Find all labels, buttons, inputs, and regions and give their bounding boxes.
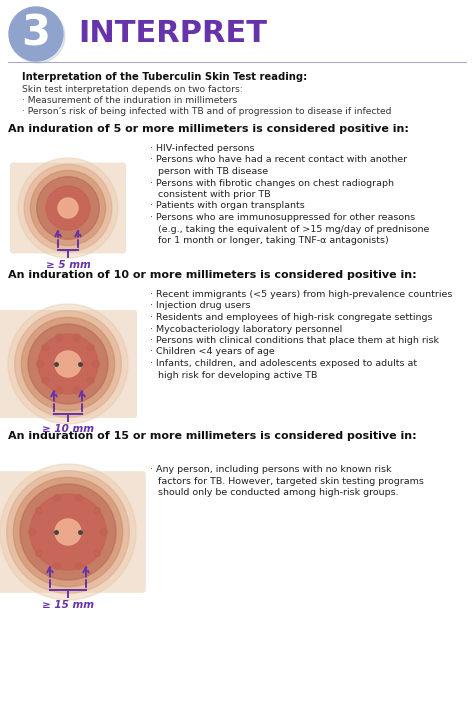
Text: · Recent immigrants (<5 years) from high-prevalence countries: · Recent immigrants (<5 years) from high… [150,290,452,299]
Text: 3: 3 [21,13,51,55]
Text: · Patients with organ transplants: · Patients with organ transplants [150,201,305,210]
Text: ≥ 5 mm: ≥ 5 mm [46,260,91,270]
Text: high risk for developing active TB: high risk for developing active TB [158,371,318,380]
Text: · Measurement of the induration in millimeters: · Measurement of the induration in milli… [22,96,237,105]
Circle shape [55,519,81,545]
Circle shape [21,317,115,411]
Circle shape [54,563,60,570]
Text: should only be conducted among high-risk groups.: should only be conducted among high-risk… [158,488,399,497]
Circle shape [76,563,82,570]
Circle shape [87,344,94,351]
Circle shape [7,471,129,593]
Circle shape [18,158,118,258]
Text: An induration of 10 or more millimeters is considered positive in:: An induration of 10 or more millimeters … [8,270,417,280]
Text: · Mycobacteriology laboratory personnel: · Mycobacteriology laboratory personnel [150,325,342,333]
Circle shape [55,351,81,377]
Text: · Persons who have had a recent contact with another: · Persons who have had a recent contact … [150,155,407,164]
Circle shape [36,508,42,515]
Circle shape [28,529,36,535]
Text: · Infants, children, and adolescents exposed to adults at: · Infants, children, and adolescents exp… [150,359,417,368]
FancyBboxPatch shape [0,471,146,593]
Text: · Person’s risk of being infected with TB and of progression to disease if infec: · Person’s risk of being infected with T… [22,107,392,116]
Text: · Residents and employees of high-risk congregate settings: · Residents and employees of high-risk c… [150,313,432,322]
Circle shape [0,464,136,600]
Text: Skin test interpretation depends on two factors:: Skin test interpretation depends on two … [22,85,243,94]
Text: · Injection drug users: · Injection drug users [150,301,250,311]
Circle shape [38,334,98,394]
Circle shape [56,387,63,394]
Circle shape [8,304,128,424]
Circle shape [36,550,42,556]
Circle shape [73,334,80,341]
Text: · Persons who are immunosuppressed for other reasons: · Persons who are immunosuppressed for o… [150,213,415,222]
Circle shape [76,494,82,501]
Text: ≥ 15 mm: ≥ 15 mm [42,600,94,610]
Circle shape [30,170,106,246]
Text: (e.g., taking the equivalent of >15 mg/day of prednisone: (e.g., taking the equivalent of >15 mg/d… [158,225,429,234]
FancyBboxPatch shape [0,310,137,418]
Circle shape [87,377,94,384]
Text: An induration of 5 or more millimeters is considered positive in:: An induration of 5 or more millimeters i… [8,124,409,134]
Text: · Any person, including persons with no known risk: · Any person, including persons with no … [150,465,392,474]
Text: · HIV-infected persons: · HIV-infected persons [150,144,255,153]
Text: INTERPRET: INTERPRET [78,20,267,49]
Circle shape [100,529,108,535]
Text: consistent with prior TB: consistent with prior TB [158,190,271,199]
Circle shape [15,311,121,417]
Circle shape [24,164,112,252]
Text: person with TB disease: person with TB disease [158,167,268,176]
Circle shape [56,334,63,341]
Circle shape [42,344,49,351]
Circle shape [30,494,106,570]
Circle shape [20,484,116,580]
Circle shape [94,550,100,556]
Text: factors for TB. However, targeted skin testing programs: factors for TB. However, targeted skin t… [158,477,424,486]
Circle shape [94,508,100,515]
Circle shape [11,9,65,63]
Circle shape [73,387,80,394]
Text: Interpretation of the Tuberculin Skin Test reading:: Interpretation of the Tuberculin Skin Te… [22,72,307,82]
FancyBboxPatch shape [10,162,126,253]
Text: · Children <4 years of age: · Children <4 years of age [150,347,275,357]
Circle shape [9,7,63,61]
Circle shape [58,198,78,218]
Circle shape [92,361,100,368]
Circle shape [36,176,100,239]
Circle shape [46,186,90,230]
Circle shape [28,324,108,404]
Text: · Persons with fibrotic changes on chest radiograph: · Persons with fibrotic changes on chest… [150,179,394,188]
Circle shape [36,361,44,368]
Circle shape [42,377,49,384]
Text: ≥ 10 mm: ≥ 10 mm [42,424,94,434]
Text: · Persons with clinical conditions that place them at high risk: · Persons with clinical conditions that … [150,336,439,345]
Text: for 1 month or longer, taking TNF-α antagonists): for 1 month or longer, taking TNF-α anta… [158,236,389,245]
Circle shape [54,494,60,501]
Text: An induration of 15 or more millimeters is considered positive in:: An induration of 15 or more millimeters … [8,431,417,441]
Circle shape [13,477,123,587]
